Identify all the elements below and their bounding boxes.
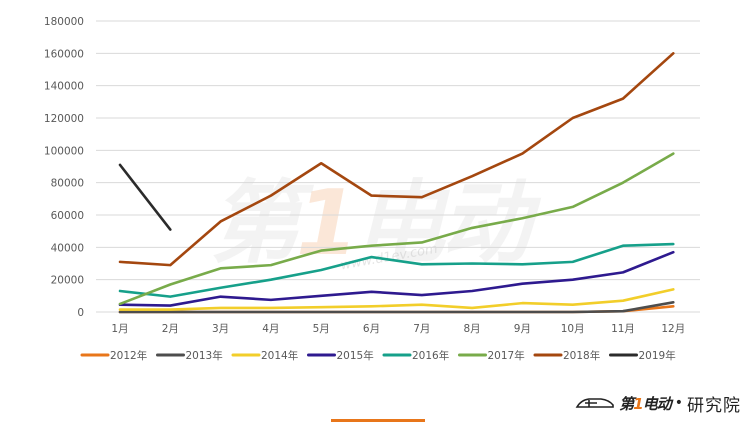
legend-item: 2013年 [156, 349, 223, 362]
legend-item: 2014年 [231, 349, 298, 362]
y-tick-label: 40000 [51, 242, 84, 254]
x-tick-label: 2月 [162, 323, 179, 335]
legend-label: 2018年 [563, 349, 600, 362]
x-tick-label: 9月 [514, 323, 531, 335]
y-tick-label: 100000 [44, 145, 84, 157]
y-tick-label: 140000 [44, 81, 84, 93]
legend-label: 2013年 [186, 349, 223, 362]
legend-item: 2015年 [307, 349, 374, 362]
legend-label: 2016年 [412, 349, 449, 362]
y-tick-label: 180000 [44, 16, 84, 28]
logo-brand: 第1电动 [619, 393, 672, 414]
y-tick-label: 0 [77, 307, 84, 319]
x-tick-label: 3月 [212, 323, 229, 335]
y-axis: 0 20000 40000 60000 80000 100000 120000 140000 1… [44, 16, 84, 319]
x-tick-label: 7月 [413, 323, 430, 335]
series-line-2016年 [118, 242, 675, 298]
research-institute-logo: 第1电动 • 研究院 [575, 390, 741, 416]
gridlines [96, 20, 700, 313]
series-line-2018年 [118, 52, 675, 267]
legend-item: 2018年 [533, 349, 600, 362]
x-tick-label: 4月 [262, 323, 279, 335]
x-axis: 1月 2月 3月 4月 5月 6月 7月 8月 9月 10月 11月 12月 [111, 323, 685, 335]
series-line-2014年 [118, 288, 675, 311]
x-tick-label: 12月 [661, 323, 685, 335]
legend-label: 2014年 [261, 349, 298, 362]
series-line-2019年 [118, 163, 172, 231]
x-tick-label: 5月 [313, 323, 330, 335]
y-tick-label: 120000 [44, 113, 84, 125]
bottom-accent-bar [331, 419, 425, 422]
series-lines [118, 52, 675, 314]
logo-brand-suffix: 电动 [642, 394, 672, 413]
x-tick-label: 10月 [561, 323, 585, 335]
y-tick-label: 80000 [51, 178, 84, 190]
y-tick-label: 20000 [51, 275, 84, 287]
legend-label: 2019年 [639, 349, 676, 362]
legend-label: 2015年 [337, 349, 374, 362]
y-tick-label: 160000 [44, 48, 84, 60]
logo-brand-one: 1 [633, 394, 643, 413]
series-line-2015年 [118, 250, 675, 307]
x-tick-label: 1月 [111, 323, 128, 335]
car-icon [575, 398, 615, 408]
legend-item: 2017年 [458, 349, 525, 362]
legend-item: 2016年 [382, 349, 449, 362]
legend-label: 2012年 [110, 349, 147, 362]
series-line-2017年 [118, 152, 675, 306]
legend-label: 2017年 [488, 349, 525, 362]
legend-item: 2012年 [80, 349, 147, 362]
legend: 2012年 2013年 2014年 2015年 2016年 2017年 2018年 2019年 [80, 349, 676, 362]
legend-item: 2019年 [609, 349, 676, 362]
x-tick-label: 11月 [611, 323, 635, 335]
series-line-2013年 [118, 300, 675, 314]
logo-brand-prefix: 第 [619, 394, 634, 413]
y-tick-label: 60000 [51, 210, 84, 222]
logo-institute: 研究院 [687, 395, 741, 416]
logo-separator: • [674, 395, 683, 411]
x-tick-label: 6月 [363, 323, 380, 335]
x-tick-label: 8月 [464, 323, 481, 335]
